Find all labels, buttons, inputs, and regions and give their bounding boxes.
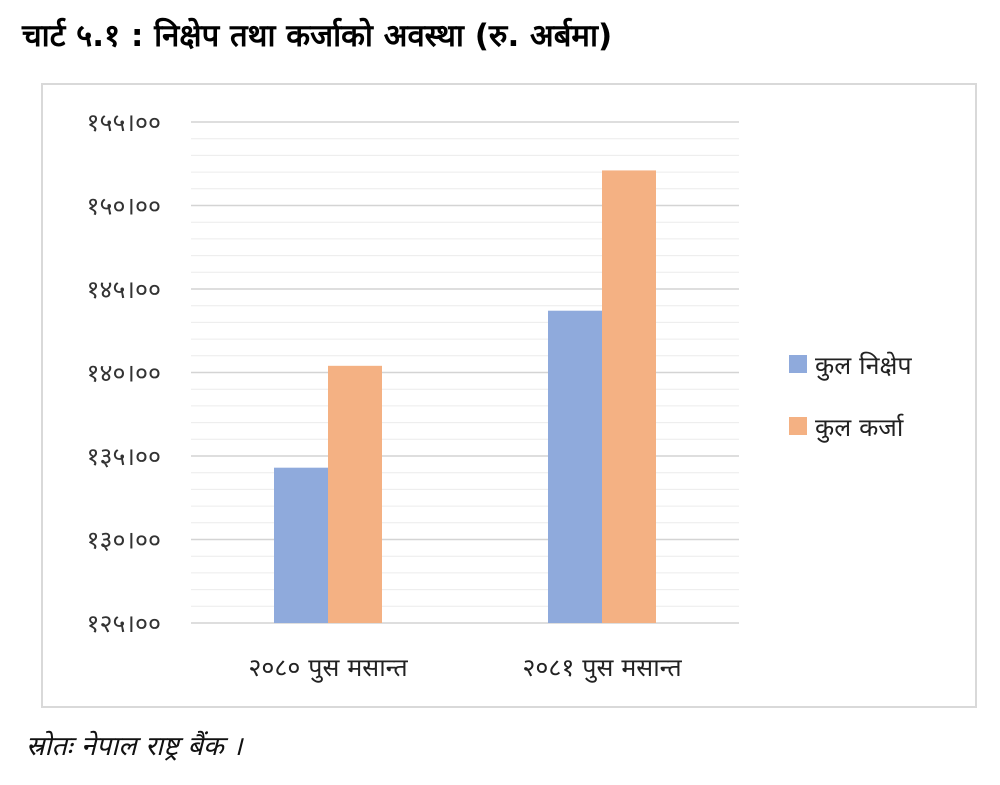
y-tick-label: १२५।०० bbox=[87, 609, 161, 638]
x-tick-label: २०८० पुस मसान्त bbox=[248, 653, 408, 683]
legend-label: कुल निक्षेप bbox=[815, 351, 912, 381]
y-tick-label: १३५।०० bbox=[87, 442, 161, 471]
bar bbox=[602, 170, 656, 623]
y-tick-label: १५५।०० bbox=[87, 108, 161, 137]
x-tick-label: २०८१ पुस मसान्त bbox=[522, 653, 682, 683]
chart-plot: १२५।०० १३०।०० १३५।०० १४०।०० १४५।०० १५०।०० १५५।… bbox=[87, 108, 913, 683]
legend-swatch bbox=[789, 417, 807, 435]
legend-swatch bbox=[789, 355, 807, 373]
bar bbox=[274, 467, 328, 623]
legend-label: कुल कर्जा bbox=[815, 413, 904, 443]
y-tick-label: १३०।०० bbox=[87, 526, 161, 555]
chart-title: चार्ट ५.१ : निक्षेप तथा कर्जाको अवस्था (… bbox=[22, 18, 613, 54]
y-tick-label: १४०।०० bbox=[87, 359, 161, 388]
bar bbox=[328, 365, 382, 623]
y-tick-label: १४५।०० bbox=[87, 275, 161, 304]
y-tick-label: १५०।०० bbox=[87, 192, 161, 221]
chart-frame: १२५।०० १३०।०० १३५।०० १४०।०० १४५।०० १५०।०० १५५।… bbox=[41, 83, 977, 708]
source-note: स्रोतः नेपाल राष्ट्र बैंक । bbox=[26, 731, 243, 762]
bar bbox=[548, 310, 602, 623]
